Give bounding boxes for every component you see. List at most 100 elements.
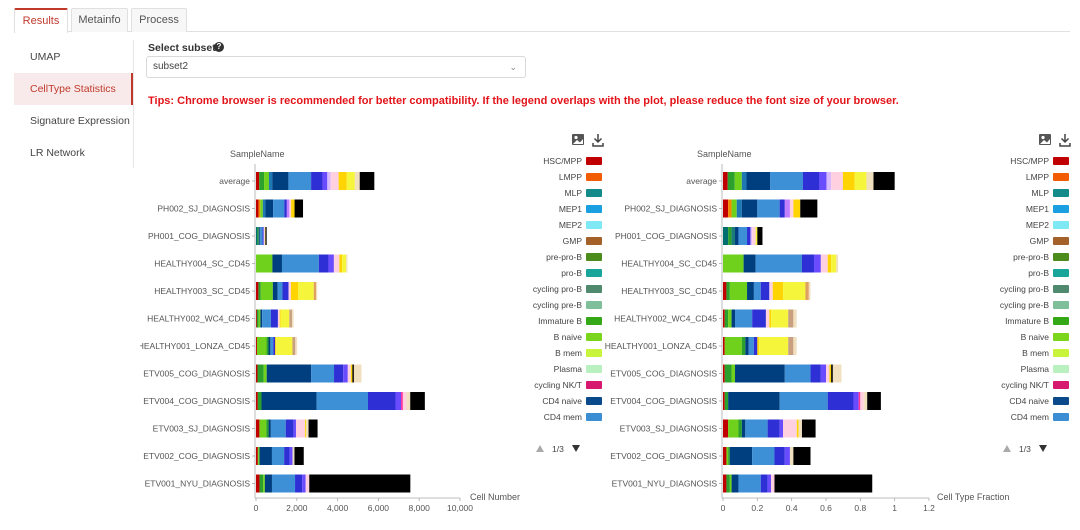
bar-segment[interactable] <box>263 364 267 383</box>
download-icon[interactable] <box>592 134 604 147</box>
bar-segment[interactable] <box>723 419 729 438</box>
bar-segment[interactable] <box>724 392 729 410</box>
bar-segment[interactable] <box>801 419 816 438</box>
bar-segment[interactable] <box>863 392 868 410</box>
bar-segment[interactable] <box>826 364 830 383</box>
bar-segment[interactable] <box>354 172 360 190</box>
bar-segment[interactable] <box>268 337 271 355</box>
bar-segment[interactable] <box>772 282 784 300</box>
legend-swatch[interactable] <box>1053 285 1069 293</box>
bar-segment[interactable] <box>842 172 855 190</box>
bar-segment[interactable] <box>343 364 348 383</box>
image-icon[interactable] <box>572 134 584 145</box>
bar-segment[interactable] <box>784 447 790 465</box>
bar-segment[interactable] <box>808 282 811 300</box>
bar-segment[interactable] <box>723 282 727 300</box>
legend-swatch[interactable] <box>1053 221 1069 229</box>
bar-segment[interactable] <box>723 172 728 190</box>
bar-segment[interactable] <box>769 282 773 300</box>
bar-segment[interactable] <box>285 419 294 438</box>
bar-segment[interactable] <box>724 309 729 328</box>
legend-swatch[interactable] <box>1053 189 1069 197</box>
bar-segment[interactable] <box>757 227 763 245</box>
bar-segment[interactable] <box>752 227 756 245</box>
bar-segment[interactable] <box>760 474 768 493</box>
bar-segment[interactable] <box>268 419 271 438</box>
bar-segment[interactable] <box>866 172 874 190</box>
legend-swatch[interactable] <box>586 157 602 165</box>
bar-segment[interactable] <box>734 172 742 190</box>
bar-segment[interactable] <box>258 309 261 328</box>
bar-segment[interactable] <box>723 254 744 273</box>
bar-segment[interactable] <box>288 282 291 300</box>
bar-segment[interactable] <box>266 337 269 355</box>
bar-segment[interactable] <box>755 227 758 245</box>
bar-segment[interactable] <box>256 172 260 190</box>
bar-segment[interactable] <box>728 447 730 465</box>
bar-segment[interactable] <box>342 254 347 273</box>
bar-segment[interactable] <box>256 282 259 300</box>
bar-segment[interactable] <box>774 474 873 493</box>
bar-segment[interactable] <box>748 337 754 355</box>
bar-segment[interactable] <box>322 172 328 190</box>
bar-segment[interactable] <box>291 199 295 218</box>
bar-segment[interactable] <box>256 337 257 355</box>
bar-segment[interactable] <box>753 282 761 300</box>
bar-segment[interactable] <box>731 199 737 218</box>
bar-segment[interactable] <box>767 474 772 493</box>
bar-segment[interactable] <box>256 309 257 328</box>
bar-segment[interactable] <box>295 474 303 493</box>
legend-swatch[interactable] <box>586 285 602 293</box>
bar-segment[interactable] <box>401 392 403 410</box>
bar-segment[interactable] <box>741 419 746 438</box>
bar-segment[interactable] <box>800 199 818 218</box>
legend-swatch[interactable] <box>1053 397 1069 405</box>
tab-results[interactable]: Results <box>14 8 68 33</box>
bar-segment[interactable] <box>316 282 318 300</box>
bar-segment[interactable] <box>858 392 861 410</box>
legend-swatch[interactable] <box>586 237 602 245</box>
legend-swatch[interactable] <box>1053 205 1069 213</box>
bar-segment[interactable] <box>410 474 434 493</box>
bar-segment[interactable] <box>266 227 303 245</box>
bar-segment[interactable] <box>727 172 735 190</box>
bar-segment[interactable] <box>308 419 318 438</box>
bar-segment[interactable] <box>259 474 264 493</box>
sidebar-item-umap[interactable]: UMAP <box>30 51 61 63</box>
bar-segment[interactable] <box>295 337 298 355</box>
bar-segment[interactable] <box>293 309 344 328</box>
bar-segment[interactable] <box>723 474 727 493</box>
bar-segment[interactable] <box>318 254 329 273</box>
bar-segment[interactable] <box>298 282 314 300</box>
bar-segment[interactable] <box>256 447 258 465</box>
bar-segment[interactable] <box>779 419 784 438</box>
legend-swatch[interactable] <box>1053 333 1069 341</box>
bar-segment[interactable] <box>771 474 775 493</box>
bar-segment[interactable] <box>831 364 833 383</box>
bar-segment[interactable] <box>259 447 272 465</box>
bar-segment[interactable] <box>402 392 407 410</box>
bar-segment[interactable] <box>729 474 732 493</box>
bar-segment[interactable] <box>723 227 729 245</box>
bar-segment[interactable] <box>266 364 312 383</box>
bar-segment[interactable] <box>815 419 895 438</box>
bar-segment[interactable] <box>788 309 794 328</box>
bar-segment[interactable] <box>263 227 265 245</box>
bar-segment[interactable] <box>316 392 368 410</box>
legend-swatch[interactable] <box>586 381 602 389</box>
bar-segment[interactable] <box>256 254 273 273</box>
bar-segment[interactable] <box>832 364 842 383</box>
bar-segment[interactable] <box>723 199 729 218</box>
bar-segment[interactable] <box>361 364 409 383</box>
bar-segment[interactable] <box>347 254 393 273</box>
legend-swatch[interactable] <box>586 221 602 229</box>
bar-segment[interactable] <box>260 199 263 218</box>
bar-segment[interactable] <box>853 392 859 410</box>
bar-segment[interactable] <box>256 337 267 355</box>
bar-segment[interactable] <box>745 419 768 438</box>
bar-segment[interactable] <box>258 227 260 245</box>
bar-segment[interactable] <box>741 199 758 218</box>
bar-segment[interactable] <box>313 282 317 300</box>
bar-segment[interactable] <box>827 392 854 410</box>
bar-segment[interactable] <box>258 447 260 465</box>
